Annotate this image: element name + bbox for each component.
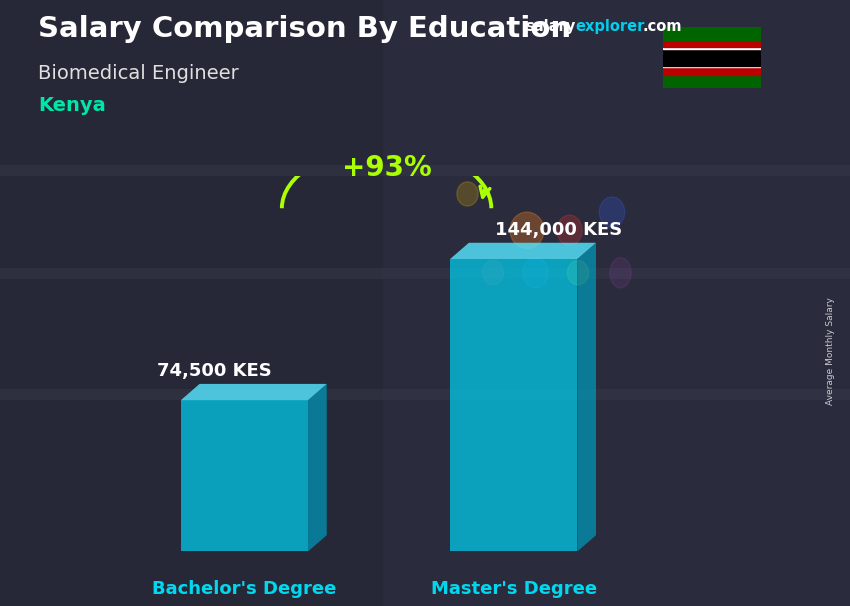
Text: Master's Degree: Master's Degree [431,580,597,598]
Bar [663,75,761,88]
Text: +93%: +93% [342,153,432,182]
Bar [450,259,577,551]
Bar [663,49,761,65]
Bar [0,0,382,606]
Text: 144,000 KES: 144,000 KES [495,221,622,239]
Ellipse shape [599,197,625,227]
Ellipse shape [568,261,588,285]
Bar [382,0,850,606]
Bar [663,40,761,47]
Bar [663,65,761,67]
Bar [181,400,308,551]
Ellipse shape [482,261,503,285]
Text: Kenya: Kenya [38,96,106,115]
Polygon shape [450,243,596,259]
Ellipse shape [609,258,631,288]
Text: Bachelor's Degree: Bachelor's Degree [152,580,337,598]
Polygon shape [577,243,596,551]
Text: 74,500 KES: 74,500 KES [157,362,272,380]
Ellipse shape [510,212,544,248]
Bar [663,27,761,40]
Text: Salary Comparison By Education: Salary Comparison By Education [38,15,571,43]
Text: Average Monthly Salary: Average Monthly Salary [825,298,835,405]
Bar [663,47,761,49]
Polygon shape [308,384,326,551]
Ellipse shape [523,258,548,288]
Text: explorer: explorer [575,19,645,35]
Bar [663,67,761,75]
Polygon shape [181,384,326,400]
Text: .com: .com [643,19,682,35]
Text: Biomedical Engineer: Biomedical Engineer [38,64,239,82]
Ellipse shape [557,215,582,245]
Ellipse shape [457,182,478,206]
Text: salary: salary [525,19,575,35]
